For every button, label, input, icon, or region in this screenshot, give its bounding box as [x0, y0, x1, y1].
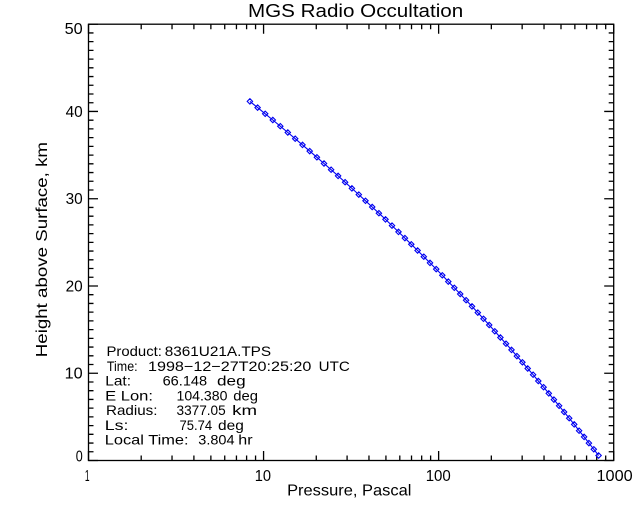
svg-text:50: 50: [65, 21, 83, 38]
svg-text:deg: deg: [217, 373, 246, 389]
svg-text:104.380: 104.380: [177, 387, 228, 403]
svg-text:Radius:: Radius:: [106, 402, 158, 418]
svg-text:Local Time:: Local Time:: [105, 432, 189, 448]
svg-text:1: 1: [85, 468, 90, 485]
svg-text:40: 40: [66, 104, 83, 121]
svg-text:deg: deg: [233, 387, 258, 403]
svg-text:Ls:: Ls:: [105, 417, 129, 433]
svg-text:km: km: [232, 402, 257, 418]
svg-text:3377.05: 3377.05: [177, 402, 226, 418]
svg-text:Height above Surface, km: Height above Surface, km: [34, 142, 51, 357]
svg-text:0: 0: [76, 449, 83, 466]
svg-text:10: 10: [255, 468, 271, 485]
svg-text:3.804: 3.804: [198, 432, 234, 448]
svg-text:Pressure, Pascal: Pressure, Pascal: [287, 483, 411, 500]
svg-text:Time:: Time:: [107, 358, 138, 374]
svg-text:1000: 1000: [597, 468, 633, 485]
svg-text:10: 10: [65, 366, 83, 383]
svg-text:UTC: UTC: [319, 358, 350, 374]
svg-text:deg: deg: [218, 417, 244, 433]
svg-text:20: 20: [66, 278, 83, 295]
svg-text:hr: hr: [238, 432, 253, 448]
svg-text:100: 100: [426, 468, 451, 485]
svg-text:Lat:: Lat:: [105, 373, 131, 389]
svg-text:66.148: 66.148: [163, 373, 208, 389]
svg-text:E Lon:: E Lon:: [105, 387, 153, 403]
svg-text:8361U21A.TPS: 8361U21A.TPS: [165, 343, 271, 359]
svg-text:Product:: Product:: [107, 343, 162, 359]
svg-text:1998−12−27T20:25:20: 1998−12−27T20:25:20: [148, 358, 312, 374]
svg-text:30: 30: [66, 191, 83, 208]
svg-text:75.74: 75.74: [180, 417, 213, 433]
svg-text:MGS Radio Occultation: MGS Radio Occultation: [248, 1, 463, 21]
